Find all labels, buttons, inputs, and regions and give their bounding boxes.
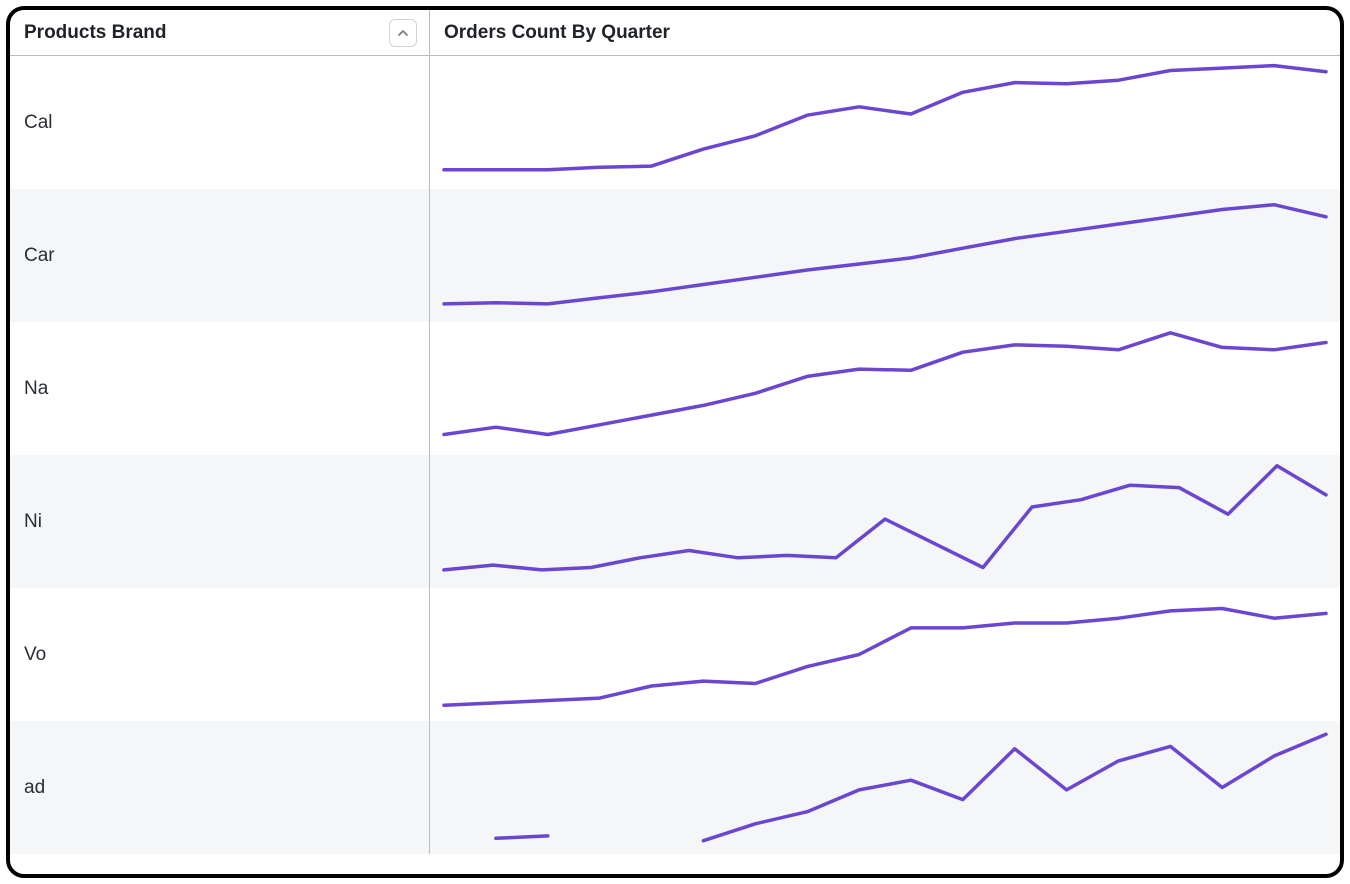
sparkline-cell[interactable] xyxy=(430,322,1340,455)
sparkline-chart xyxy=(430,588,1340,721)
brand-cell[interactable]: Cal xyxy=(10,56,430,189)
sparkline-cell[interactable] xyxy=(430,56,1340,189)
sparkline-chart xyxy=(430,322,1340,455)
brand-cell[interactable]: Na xyxy=(10,322,430,455)
sparkline-chart xyxy=(430,721,1340,854)
brand-cell[interactable]: ad xyxy=(10,721,430,854)
brand-cell[interactable]: Car xyxy=(10,189,430,322)
brand-label: Vo xyxy=(24,644,46,666)
sparkline-cell[interactable] xyxy=(430,588,1340,721)
table-header-row: Products Brand Orders Count By Quarter xyxy=(10,10,1340,56)
sparkline-cell[interactable] xyxy=(430,455,1340,588)
chevron-up-icon xyxy=(397,27,409,39)
sparkline-chart xyxy=(430,455,1340,588)
brand-label: Car xyxy=(24,245,55,267)
brand-label: Cal xyxy=(24,112,53,134)
table-row: Na xyxy=(10,322,1340,455)
brand-cell[interactable]: Vo xyxy=(10,588,430,721)
brand-label: Ni xyxy=(24,511,42,533)
sort-ascending-button[interactable] xyxy=(389,19,417,47)
brand-label: ad xyxy=(24,777,45,799)
table-row: Vo xyxy=(10,588,1340,721)
table-row: Ni xyxy=(10,455,1340,588)
table-row: ad xyxy=(10,721,1340,854)
header-metric-label: Orders Count By Quarter xyxy=(444,22,670,44)
report-frame: Products Brand Orders Count By Quarter C… xyxy=(6,6,1344,878)
sparkline-cell[interactable] xyxy=(430,721,1340,854)
sparkline-chart xyxy=(430,189,1340,322)
sparkline-chart xyxy=(430,56,1340,189)
brand-label: Na xyxy=(24,378,48,400)
table-row: Cal xyxy=(10,56,1340,189)
brand-cell[interactable]: Ni xyxy=(10,455,430,588)
header-brand-cell[interactable]: Products Brand xyxy=(10,10,430,55)
sparkline-table: Products Brand Orders Count By Quarter C… xyxy=(10,10,1340,874)
sparkline-cell[interactable] xyxy=(430,189,1340,322)
header-brand-label: Products Brand xyxy=(24,22,167,44)
header-metric-cell[interactable]: Orders Count By Quarter xyxy=(430,10,1340,55)
table-row: Car xyxy=(10,189,1340,322)
